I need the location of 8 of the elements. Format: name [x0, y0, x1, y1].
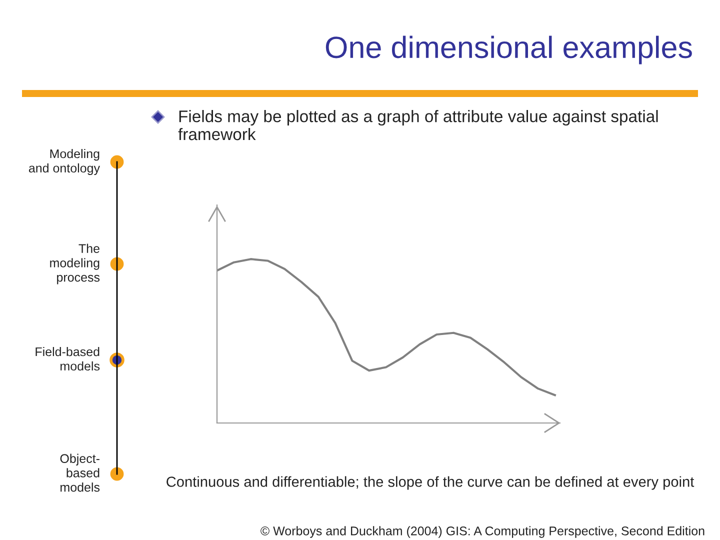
- chart-subtitle: Fields may be plotted as a graph of attribute value against spatial framework: [178, 110, 658, 140]
- chart-title: One dimensional examples: [326, 36, 692, 64]
- text: Continuous and differentiable; the slope of the curve can be defined at every point: [166, 476, 694, 490]
- text: Modeling and ontology: [28, 148, 100, 176]
- text: Field-based models: [36, 346, 100, 371]
- text: The modeling process: [50, 244, 100, 284]
- text: Object- based models: [60, 454, 100, 492]
- text: © Worboys and Duckham (2004) GIS: A Computing Perspective, Second Edition: [260, 526, 704, 538]
